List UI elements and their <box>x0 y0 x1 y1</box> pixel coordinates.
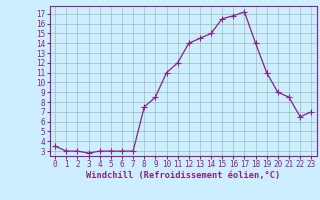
X-axis label: Windchill (Refroidissement éolien,°C): Windchill (Refroidissement éolien,°C) <box>86 171 280 180</box>
